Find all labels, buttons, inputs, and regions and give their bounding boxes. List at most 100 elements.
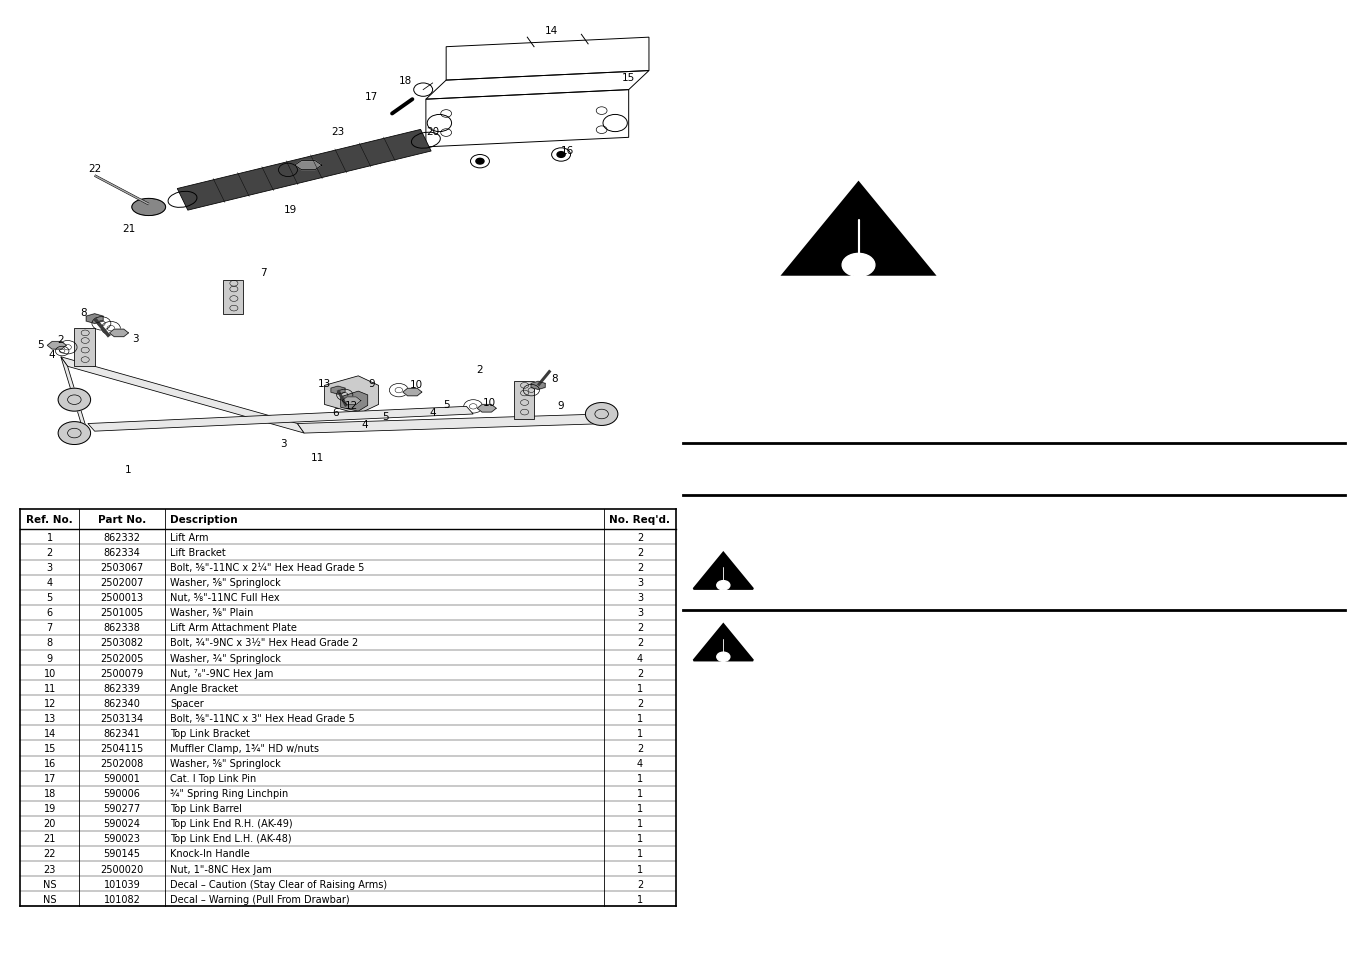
Text: 1: 1	[637, 863, 644, 874]
Text: 3: 3	[281, 438, 287, 448]
Text: 3: 3	[47, 562, 53, 573]
Polygon shape	[324, 376, 379, 415]
Text: 2503134: 2503134	[100, 713, 143, 723]
Text: 4: 4	[49, 350, 54, 359]
Text: Nut, ⅝"-11NC Full Hex: Nut, ⅝"-11NC Full Hex	[170, 593, 280, 602]
Text: 2: 2	[637, 698, 644, 708]
Circle shape	[58, 389, 91, 412]
Polygon shape	[295, 161, 322, 171]
Text: 12: 12	[43, 698, 55, 708]
Text: 6: 6	[47, 608, 53, 618]
Text: 1: 1	[637, 713, 644, 723]
Text: 17: 17	[43, 773, 55, 783]
Text: 3: 3	[637, 578, 644, 588]
Text: 4: 4	[430, 408, 435, 417]
Text: Nut, ⁷₆"-9NC Hex Jam: Nut, ⁷₆"-9NC Hex Jam	[170, 668, 273, 678]
Text: 2503082: 2503082	[100, 638, 143, 648]
Text: 1: 1	[637, 803, 644, 814]
Text: 1: 1	[637, 683, 644, 693]
Text: 1: 1	[637, 819, 644, 828]
Text: 13: 13	[43, 713, 55, 723]
Text: 862341: 862341	[104, 728, 141, 739]
Polygon shape	[342, 397, 361, 405]
Polygon shape	[297, 415, 608, 434]
Polygon shape	[331, 387, 345, 395]
Text: Decal – Warning (Pull From Drawbar): Decal – Warning (Pull From Drawbar)	[170, 894, 350, 903]
Text: 2: 2	[637, 533, 644, 542]
Text: 4: 4	[637, 759, 644, 768]
Text: 3: 3	[132, 334, 138, 343]
Text: 23: 23	[43, 863, 55, 874]
Text: Decal – Caution (Stay Clear of Raising Arms): Decal – Caution (Stay Clear of Raising A…	[170, 879, 387, 889]
Text: Top Link End R.H. (AK-49): Top Link End R.H. (AK-49)	[170, 819, 292, 828]
Text: 7: 7	[47, 622, 53, 633]
Text: 3: 3	[637, 608, 644, 618]
Text: 2503067: 2503067	[100, 562, 143, 573]
Text: 3: 3	[637, 593, 644, 602]
Text: Washer, ⅝" Springlock: Washer, ⅝" Springlock	[170, 759, 281, 768]
Polygon shape	[87, 314, 103, 324]
Text: 590023: 590023	[103, 834, 141, 843]
Text: 1: 1	[637, 894, 644, 903]
Text: 2: 2	[58, 335, 64, 344]
Text: 9: 9	[369, 379, 375, 389]
Text: 16: 16	[561, 146, 575, 155]
Polygon shape	[223, 281, 243, 314]
Text: 20: 20	[43, 819, 55, 828]
Text: 2: 2	[477, 365, 483, 375]
Circle shape	[557, 152, 565, 158]
Text: Lift Bracket: Lift Bracket	[170, 547, 226, 558]
Text: NS: NS	[43, 894, 57, 903]
Text: 21: 21	[43, 834, 55, 843]
Text: 5: 5	[443, 400, 449, 410]
Text: 862340: 862340	[104, 698, 141, 708]
Text: 590006: 590006	[104, 788, 141, 799]
Polygon shape	[61, 357, 304, 434]
Text: Nut, 1"-8NC Hex Jam: Nut, 1"-8NC Hex Jam	[170, 863, 272, 874]
Text: Bolt, ⅝"-11NC x 3" Hex Head Grade 5: Bolt, ⅝"-11NC x 3" Hex Head Grade 5	[170, 713, 354, 723]
Text: 590001: 590001	[104, 773, 141, 783]
Text: 862332: 862332	[103, 533, 141, 542]
Text: 2: 2	[637, 668, 644, 678]
Text: 2504115: 2504115	[100, 743, 143, 753]
Text: Top Link Bracket: Top Link Bracket	[170, 728, 250, 739]
Text: Bolt, ¾"-9NC x 3½" Hex Head Grade 2: Bolt, ¾"-9NC x 3½" Hex Head Grade 2	[170, 638, 358, 648]
Text: 2501005: 2501005	[100, 608, 143, 618]
Polygon shape	[88, 407, 473, 432]
Text: 2: 2	[637, 622, 644, 633]
Text: ¾" Spring Ring Linchpin: ¾" Spring Ring Linchpin	[170, 788, 288, 799]
Text: 590145: 590145	[103, 848, 141, 859]
Polygon shape	[477, 405, 496, 413]
Text: 22: 22	[43, 848, 55, 859]
Text: 4: 4	[47, 578, 53, 588]
Text: Part No.: Part No.	[97, 515, 146, 525]
Text: Lift Arm Attachment Plate: Lift Arm Attachment Plate	[170, 622, 297, 633]
Polygon shape	[514, 381, 534, 419]
Text: 1: 1	[126, 465, 131, 475]
Text: Washer, ⅝" Plain: Washer, ⅝" Plain	[170, 608, 253, 618]
Text: 1: 1	[637, 834, 644, 843]
Text: NS: NS	[43, 879, 57, 889]
Text: Washer, ⅝" Springlock: Washer, ⅝" Springlock	[170, 578, 281, 588]
Polygon shape	[61, 357, 88, 434]
Text: Angle Bracket: Angle Bracket	[170, 683, 238, 693]
Text: 4: 4	[637, 653, 644, 663]
Text: 10: 10	[410, 380, 423, 390]
Text: 101039: 101039	[104, 879, 141, 889]
Text: 1: 1	[637, 788, 644, 799]
Text: 9: 9	[47, 653, 53, 663]
Text: 23: 23	[331, 127, 345, 136]
Text: 18: 18	[399, 76, 412, 86]
Circle shape	[717, 581, 730, 590]
Text: 5: 5	[47, 593, 53, 602]
Text: 11: 11	[43, 683, 55, 693]
Polygon shape	[403, 389, 422, 396]
Polygon shape	[784, 184, 933, 274]
Text: 5: 5	[383, 412, 388, 421]
Text: 8: 8	[552, 374, 557, 383]
Text: 15: 15	[622, 73, 635, 83]
Text: 19: 19	[43, 803, 55, 814]
Text: 20: 20	[426, 127, 439, 136]
Text: 21: 21	[122, 224, 135, 233]
Polygon shape	[341, 392, 368, 412]
